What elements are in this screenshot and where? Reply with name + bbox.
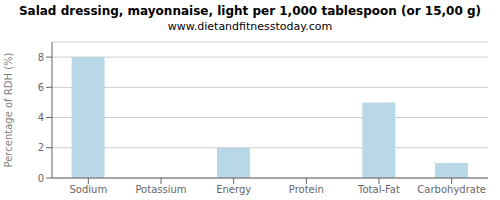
- svg-text:6: 6: [38, 82, 44, 93]
- html-text:www.dietandfitnesstoday.com: www.dietandfitnesstoday.com: [167, 20, 333, 33]
- svg-text:Energy: Energy: [216, 184, 251, 195]
- svg-text:Carbohydrate: Carbohydrate: [417, 184, 486, 195]
- svg-text:4: 4: [38, 112, 44, 123]
- svg-text:Protein: Protein: [289, 184, 324, 195]
- html-text:Salad dressing, mayonnaise, li: Salad dressing, mayonnaise, light per 1,…: [18, 4, 482, 18]
- svg-text:0: 0: [38, 173, 44, 184]
- svg-text:2: 2: [38, 142, 44, 153]
- svg-text:Total-Fat: Total-Fat: [357, 184, 400, 195]
- svg-text:Percentage of RDH (%): Percentage of RDH (%): [8, 52, 14, 167]
- svg-text:Sodium: Sodium: [69, 184, 107, 195]
- svg-text:8: 8: [38, 52, 44, 63]
- svg-text:Potassium: Potassium: [135, 184, 186, 195]
